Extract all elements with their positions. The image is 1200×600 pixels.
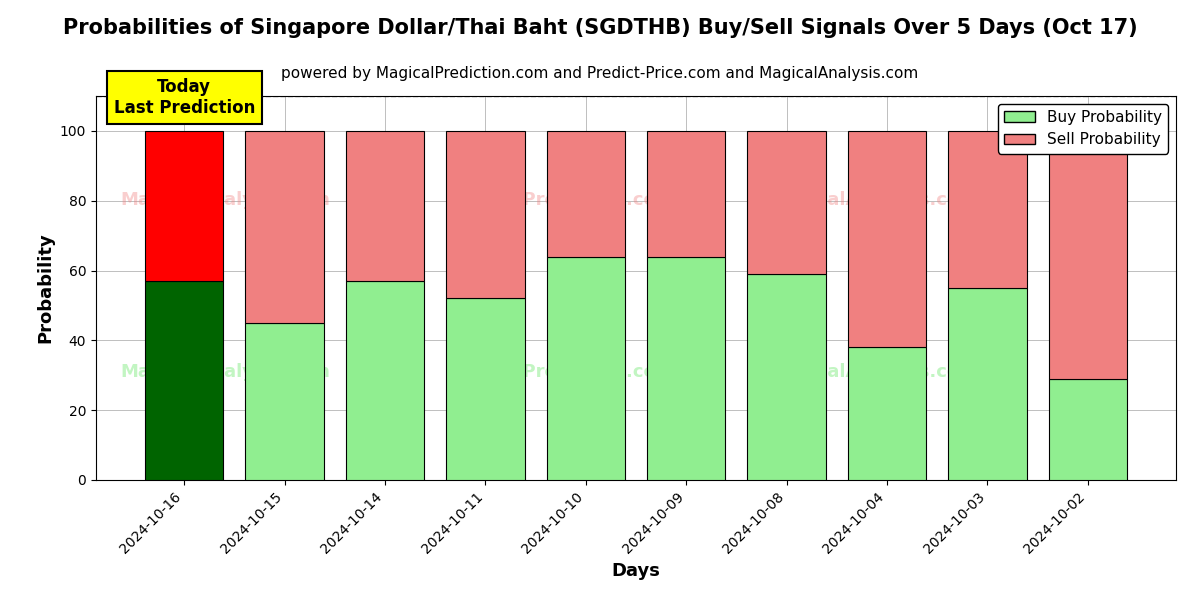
Bar xyxy=(246,323,324,480)
Bar xyxy=(446,298,524,480)
Bar xyxy=(145,131,223,281)
Text: MagicalAnalysis.com: MagicalAnalysis.com xyxy=(121,364,330,382)
Bar xyxy=(748,131,826,274)
Bar xyxy=(246,131,324,323)
Text: powered by MagicalPrediction.com and Predict-Price.com and MagicalAnalysis.com: powered by MagicalPrediction.com and Pre… xyxy=(281,66,919,81)
Bar xyxy=(948,288,1026,480)
Bar xyxy=(346,131,424,281)
Text: MagicalAnalysis.com: MagicalAnalysis.com xyxy=(769,191,978,209)
Bar xyxy=(547,131,625,257)
Bar xyxy=(647,257,725,480)
Bar xyxy=(346,281,424,480)
Bar xyxy=(547,257,625,480)
Bar xyxy=(145,281,223,480)
Text: MagicalAnalysis.com: MagicalAnalysis.com xyxy=(121,191,330,209)
Bar xyxy=(948,131,1026,288)
Text: Probabilities of Singapore Dollar/Thai Baht (SGDTHB) Buy/Sell Signals Over 5 Day: Probabilities of Singapore Dollar/Thai B… xyxy=(62,18,1138,38)
Bar xyxy=(848,347,926,480)
Text: MagicalPrediction.com: MagicalPrediction.com xyxy=(445,364,676,382)
Legend: Buy Probability, Sell Probability: Buy Probability, Sell Probability xyxy=(998,104,1169,154)
Bar xyxy=(748,274,826,480)
Y-axis label: Probability: Probability xyxy=(36,233,54,343)
Bar xyxy=(647,131,725,257)
X-axis label: Days: Days xyxy=(612,562,660,580)
Bar xyxy=(1049,379,1127,480)
Bar xyxy=(848,131,926,347)
Text: Today
Last Prediction: Today Last Prediction xyxy=(114,78,254,117)
Text: MagicalPrediction.com: MagicalPrediction.com xyxy=(445,191,676,209)
Bar xyxy=(1049,131,1127,379)
Bar xyxy=(446,131,524,298)
Text: MagicalAnalysis.com: MagicalAnalysis.com xyxy=(769,364,978,382)
